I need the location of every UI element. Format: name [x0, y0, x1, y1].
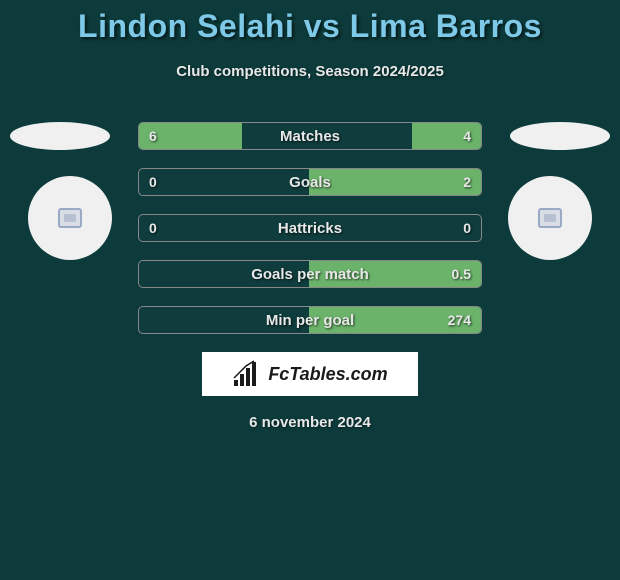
club-badge-left-ellipse	[10, 122, 110, 150]
stat-value-left: 0	[149, 174, 157, 190]
stat-label: Goals	[289, 174, 331, 191]
stat-row: 0 2 Goals	[138, 168, 482, 196]
stat-value-right: 4	[463, 128, 471, 144]
stat-value-right: 2	[463, 174, 471, 190]
avatar-placeholder-icon	[58, 208, 82, 228]
stats-list: 6 4 Matches 0 2 Goals 0 0 Hattricks 0.5 Goals per …	[138, 122, 482, 334]
stat-value-left: 0	[149, 220, 157, 236]
stat-value-right: 0.5	[452, 266, 471, 282]
stat-label: Min per goal	[266, 312, 354, 329]
attribution-logo: FcTables.com	[202, 352, 418, 396]
stat-row: 6 4 Matches	[138, 122, 482, 150]
fctables-bars-icon	[232, 360, 262, 388]
attribution-text: FcTables.com	[268, 364, 387, 385]
comparison-widget: Lindon Selahi vs Lima Barros Club compet…	[0, 0, 620, 431]
page-title: Lindon Selahi vs Lima Barros	[0, 8, 620, 45]
stat-label: Matches	[280, 128, 340, 145]
subtitle: Club competitions, Season 2024/2025	[0, 63, 620, 80]
stat-value-right: 274	[448, 312, 471, 328]
stat-value-left: 6	[149, 128, 157, 144]
stat-row: 274 Min per goal	[138, 306, 482, 334]
club-badge-right-ellipse	[510, 122, 610, 150]
stat-label: Goals per match	[251, 266, 369, 283]
avatar-placeholder-icon	[538, 208, 562, 228]
stat-bar-right	[309, 169, 481, 195]
player-avatar-left	[28, 176, 112, 260]
stat-label: Hattricks	[278, 220, 342, 237]
snapshot-date: 6 november 2024	[0, 414, 620, 431]
stat-row: 0.5 Goals per match	[138, 260, 482, 288]
stat-row: 0 0 Hattricks	[138, 214, 482, 242]
player-avatar-right	[508, 176, 592, 260]
stat-value-right: 0	[463, 220, 471, 236]
